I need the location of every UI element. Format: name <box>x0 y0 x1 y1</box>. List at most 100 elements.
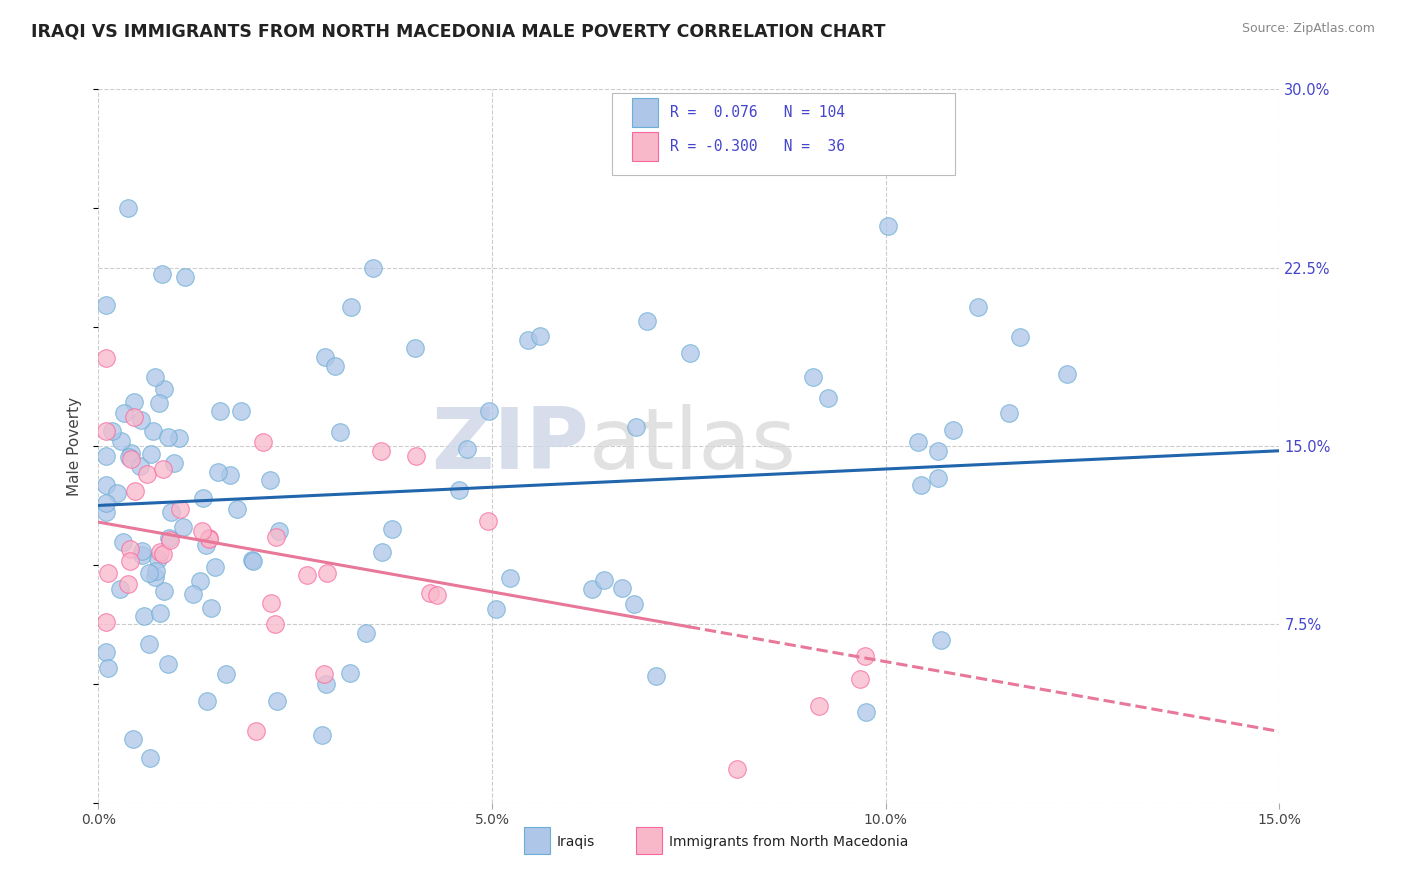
Point <box>118 542 141 557</box>
Point <box>96 615 118 630</box>
Point <box>146 552 169 566</box>
Point <box>485 601 508 615</box>
Point <box>260 596 283 610</box>
Point <box>477 514 499 528</box>
Bar <box>523 827 550 855</box>
Point <box>208 404 231 418</box>
Point <box>207 466 229 480</box>
Point <box>101 424 124 438</box>
FancyBboxPatch shape <box>612 93 955 175</box>
Point <box>817 392 839 406</box>
Point <box>941 423 963 437</box>
Point <box>877 219 900 233</box>
Point <box>96 645 118 659</box>
Point <box>967 300 990 314</box>
Point <box>645 668 668 682</box>
Point <box>97 566 120 581</box>
Point <box>339 666 361 681</box>
Point <box>801 369 824 384</box>
Point <box>117 202 139 216</box>
Bar <box>633 132 658 161</box>
Point <box>96 505 118 519</box>
Point <box>315 677 337 691</box>
Point <box>131 413 153 427</box>
Point <box>725 762 748 776</box>
Point <box>159 533 181 547</box>
Point <box>191 491 214 505</box>
Point <box>145 369 167 384</box>
Point <box>128 459 150 474</box>
Text: atlas: atlas <box>589 404 797 488</box>
Point <box>361 261 384 276</box>
Point <box>188 574 211 589</box>
Point <box>153 382 176 396</box>
Point <box>150 267 173 281</box>
Point <box>264 530 287 544</box>
Point <box>405 449 427 463</box>
Point <box>120 452 142 467</box>
Bar <box>633 98 658 127</box>
Text: Immigrants from North Macedonia: Immigrants from North Macedonia <box>669 835 908 849</box>
Point <box>329 425 352 439</box>
Point <box>131 544 153 558</box>
Point <box>312 666 335 681</box>
Text: R =  0.076   N = 104: R = 0.076 N = 104 <box>671 105 845 120</box>
Point <box>145 564 167 578</box>
Point <box>195 694 218 708</box>
Text: ZIP: ZIP <box>430 404 589 488</box>
Point <box>855 706 877 720</box>
Point <box>200 601 222 615</box>
Point <box>311 728 333 742</box>
Point <box>910 477 932 491</box>
Point <box>112 535 135 549</box>
Point <box>172 520 194 534</box>
Point <box>266 694 288 708</box>
Text: R = -0.300   N =  36: R = -0.300 N = 36 <box>671 139 845 153</box>
Point <box>198 531 221 545</box>
Point <box>174 269 197 284</box>
Point <box>314 350 336 364</box>
Point <box>264 616 287 631</box>
Point <box>340 300 363 314</box>
Point <box>245 723 267 738</box>
Point <box>96 298 118 312</box>
Point <box>581 582 603 596</box>
Point <box>849 672 872 686</box>
Point <box>316 566 339 580</box>
Point <box>139 447 162 461</box>
Point <box>96 477 118 491</box>
Point <box>110 434 132 448</box>
Point <box>157 531 180 545</box>
Point <box>160 505 183 519</box>
Point <box>143 570 166 584</box>
Point <box>117 576 139 591</box>
Point <box>1008 330 1031 344</box>
Point <box>623 597 645 611</box>
Point <box>191 524 214 539</box>
Point <box>135 467 157 482</box>
Point <box>148 396 170 410</box>
Point <box>194 538 217 552</box>
Point <box>218 468 240 483</box>
Point <box>108 582 131 597</box>
Point <box>356 626 378 640</box>
Point <box>215 667 238 681</box>
Point <box>927 471 949 485</box>
Point <box>149 544 172 558</box>
Point <box>120 446 142 460</box>
Point <box>269 524 291 538</box>
Point <box>678 346 700 360</box>
Point <box>122 394 145 409</box>
Point <box>149 607 172 621</box>
Point <box>132 609 155 624</box>
Point <box>426 588 449 602</box>
Point <box>381 522 404 536</box>
Point <box>122 409 145 424</box>
Text: Source: ZipAtlas.com: Source: ZipAtlas.com <box>1241 22 1375 36</box>
Point <box>118 554 141 568</box>
Point <box>853 649 876 664</box>
Point <box>529 329 551 343</box>
Point <box>624 419 647 434</box>
Point <box>96 424 118 438</box>
Point <box>183 587 205 601</box>
